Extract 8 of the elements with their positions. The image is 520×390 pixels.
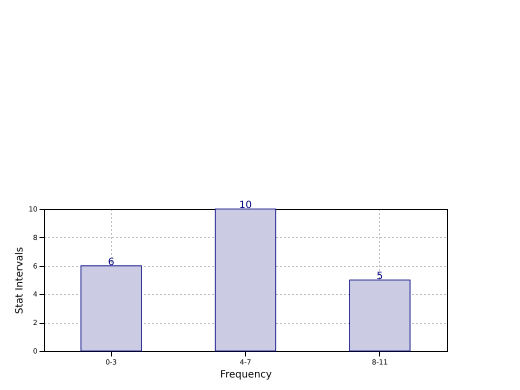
bar xyxy=(349,280,410,352)
bar xyxy=(80,265,142,352)
data-label: 6 xyxy=(108,256,114,268)
data-label: 10 xyxy=(239,200,252,211)
y-axis-title: Stat Intervals xyxy=(14,246,26,314)
bar xyxy=(214,208,276,352)
data-label: 5 xyxy=(376,271,384,282)
x-axis-title: Frequency xyxy=(220,370,272,380)
